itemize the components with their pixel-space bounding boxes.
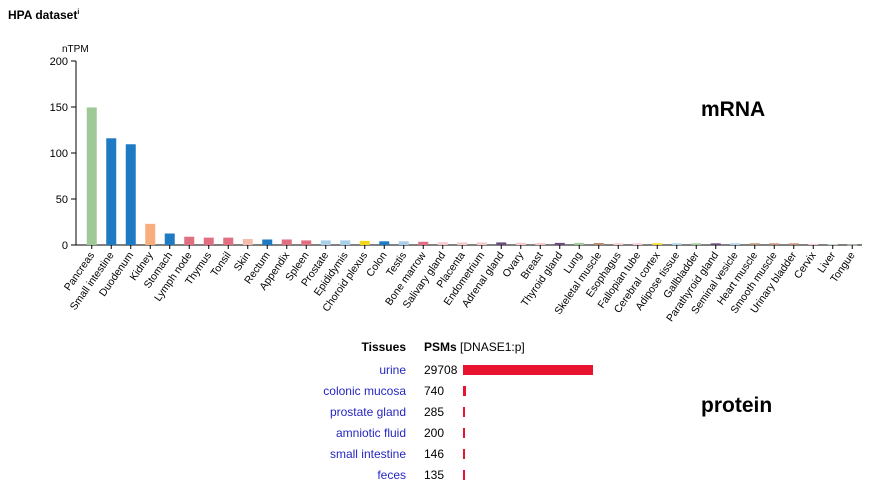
bar-adipose-tissue[interactable] <box>671 243 682 245</box>
protein-table-row: prostate gland 285 <box>300 405 700 426</box>
protein-table-row: feces 135 <box>300 468 700 489</box>
y-axis: 0 50 100 150 200 <box>50 56 862 252</box>
bar-spleen[interactable] <box>301 240 312 245</box>
bar-stomach[interactable] <box>164 233 175 246</box>
bar-fallopian-tube[interactable] <box>632 243 643 245</box>
dataset-header: HPA dataseti <box>8 8 79 22</box>
gene-header-label: [DNASE1:p] <box>460 340 525 354</box>
y-tick-label: 150 <box>50 102 68 114</box>
bar-cervix[interactable] <box>808 243 819 245</box>
bar-epididymis[interactable] <box>340 240 351 245</box>
bar-breast[interactable] <box>535 242 546 245</box>
bar-adrenal-gland[interactable] <box>496 242 507 245</box>
bar-thyroid-gland[interactable] <box>554 242 565 245</box>
bar-tonsil[interactable] <box>223 237 234 245</box>
psm-count: 29708 <box>424 363 458 377</box>
bar-thymus[interactable] <box>203 237 214 245</box>
bar-skin[interactable] <box>242 239 253 245</box>
bar-tongue[interactable] <box>847 244 858 246</box>
bar-lymph-node[interactable] <box>184 236 195 245</box>
psm-bar <box>463 386 467 396</box>
bar-lung[interactable] <box>574 242 585 245</box>
y-tick-label: 0 <box>62 240 68 252</box>
psm-count: 146 <box>424 447 445 461</box>
bar-liver[interactable] <box>827 244 838 246</box>
protein-table-header: Tissues PSMs [DNASE1:p] <box>300 340 700 361</box>
bar-kidney[interactable] <box>145 223 156 245</box>
bar-duodenum[interactable] <box>125 144 136 245</box>
bar-heart-muscle[interactable] <box>749 243 760 245</box>
y-tick-label: 200 <box>50 56 68 68</box>
x-tick-label: Tonsil <box>208 250 233 279</box>
protein-label: protein <box>701 394 773 417</box>
bar-salivary-gland[interactable] <box>437 242 448 245</box>
bar-cerebral-cortex[interactable] <box>652 243 663 245</box>
bar-prostate[interactable] <box>320 240 331 245</box>
bar-esophagus[interactable] <box>613 243 624 245</box>
bar-endometrium[interactable] <box>476 242 487 245</box>
tissue-link[interactable]: urine <box>379 363 406 377</box>
tissue-link[interactable]: small intestine <box>329 447 406 461</box>
x-tick-label: Cervix <box>792 249 819 281</box>
y-tick-label: 50 <box>56 194 68 206</box>
tissue-link[interactable]: colonic mucosa <box>323 384 406 398</box>
psm-bar <box>463 449 465 459</box>
tissue-link[interactable]: feces <box>377 468 406 482</box>
dataset-title: HPA dataset <box>8 8 78 22</box>
protein-table-row: urine 29708 <box>300 363 700 384</box>
bar-series <box>86 107 858 246</box>
protein-table-row: amniotic fluid 200 <box>300 426 700 447</box>
tissue-link[interactable]: prostate gland <box>329 405 406 419</box>
bar-gallbladder[interactable] <box>691 243 702 245</box>
bar-skeletal-muscle[interactable] <box>593 242 604 245</box>
y-axis-label: nTPM <box>62 44 89 55</box>
tissues-column-header: Tissues <box>361 340 406 354</box>
bar-testis[interactable] <box>398 241 409 245</box>
bar-parathyroid-gland[interactable] <box>710 243 721 245</box>
bar-small-intestine[interactable] <box>106 138 117 245</box>
bar-pancreas[interactable] <box>86 107 97 246</box>
bar-seminal-vesicle[interactable] <box>730 243 741 245</box>
psm-count: 740 <box>424 384 445 398</box>
bar-colon[interactable] <box>379 241 390 245</box>
bar-placenta[interactable] <box>457 242 468 245</box>
tissue-link[interactable]: amniotic fluid <box>335 426 406 440</box>
bar-bone-marrow[interactable] <box>418 241 429 245</box>
protein-table-row: small intestine 146 <box>300 447 700 468</box>
x-tick-label: Colon <box>364 250 390 279</box>
psm-bar <box>463 407 465 417</box>
psms-column-header: PSMs [DNASE1:p] <box>424 340 525 354</box>
psm-count: 200 <box>424 426 445 440</box>
y-tick-label: 100 <box>50 148 68 160</box>
psms-header-label: PSMs <box>424 340 457 354</box>
bar-choroid-plexus[interactable] <box>359 240 370 245</box>
psm-bar <box>463 365 593 375</box>
bar-rectum[interactable] <box>262 239 273 245</box>
psm-bar <box>463 428 465 438</box>
bar-appendix[interactable] <box>281 239 292 245</box>
psm-count: 135 <box>424 468 445 482</box>
psm-count: 285 <box>424 405 445 419</box>
bar-urinary-bladder[interactable] <box>788 243 799 245</box>
info-icon[interactable]: i <box>77 9 80 16</box>
bar-ovary[interactable] <box>515 242 526 245</box>
protein-table-row: colonic mucosa 740 <box>300 384 700 405</box>
bar-smooth-muscle[interactable] <box>769 243 780 245</box>
mrna-label: mRNA <box>701 98 766 121</box>
psm-bar <box>463 470 465 480</box>
